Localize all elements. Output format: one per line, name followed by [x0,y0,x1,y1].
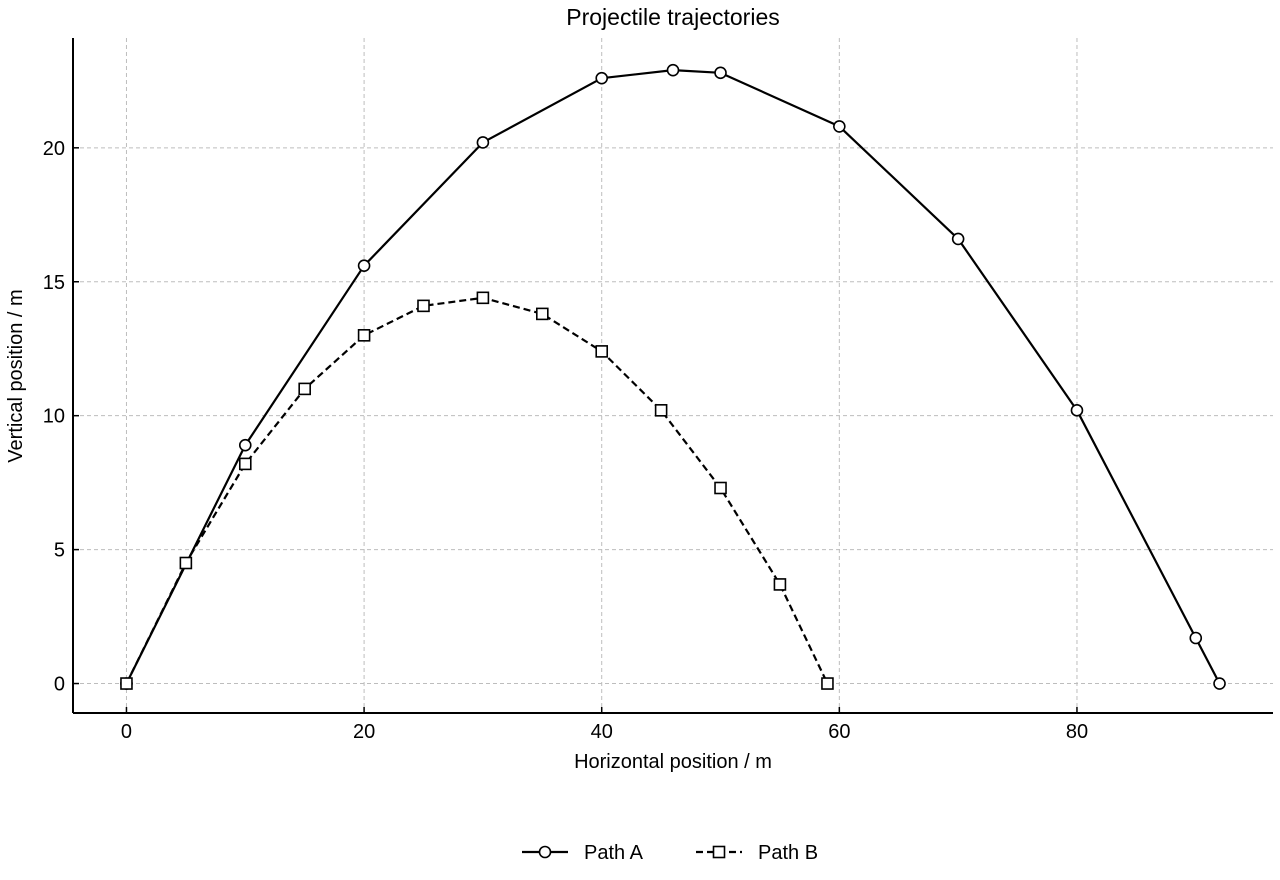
legend-item-path-b: Path B [696,842,818,864]
legend-marker-path-b [712,845,726,859]
y-tick-label: 5 [54,540,65,562]
x-tick-label: 20 [353,721,375,743]
data-point [1189,631,1203,645]
data-point [714,481,727,495]
data-point [821,677,834,690]
tick-marks: 0 20 40 60 80 0 5 10 15 20 [43,138,1088,743]
series-line-path-a [125,69,1221,685]
data-point [476,136,490,149]
data-point [773,578,787,591]
y-tick-label: 15 [43,272,65,294]
data-point [1070,404,1084,417]
data-point [951,232,965,246]
data-point [536,307,549,321]
x-tick-label: 40 [591,721,613,743]
data-point [595,71,609,85]
legend-label-path-a: Path A [584,842,644,864]
data-point [666,63,680,77]
data-point [179,556,193,570]
data-point [595,345,609,358]
data-point [833,120,846,133]
y-tick-label: 0 [54,674,65,696]
legend-label-path-b: Path B [758,842,818,864]
data-point [357,329,371,342]
data-point [1213,677,1226,690]
data-point [238,438,252,452]
x-tick-label: 0 [121,721,132,743]
series-path-b [120,291,834,690]
axes [72,38,1273,714]
data-point [417,299,430,313]
grid-lines [73,38,1273,713]
data-point [476,291,490,305]
data-point [120,677,133,690]
data-point [714,66,727,80]
x-tick-label: 60 [828,721,850,743]
y-tick-label: 10 [43,406,65,428]
y-tick-label: 20 [43,138,65,160]
legend-marker-path-a [538,845,552,859]
data-series [120,63,1226,690]
x-tick-label: 80 [1066,721,1088,743]
data-point [298,382,311,396]
legend: Path A Path B [522,842,818,864]
data-point [238,457,252,471]
data-point [654,404,668,417]
series-path-a [120,63,1226,690]
data-point [357,259,371,272]
y-axis-label: Vertical position / m [5,289,27,462]
x-axis-label: Horizontal position / m [574,751,772,773]
chart-title: Projectile trajectories [566,4,779,30]
legend-item-path-a: Path A [522,842,644,864]
